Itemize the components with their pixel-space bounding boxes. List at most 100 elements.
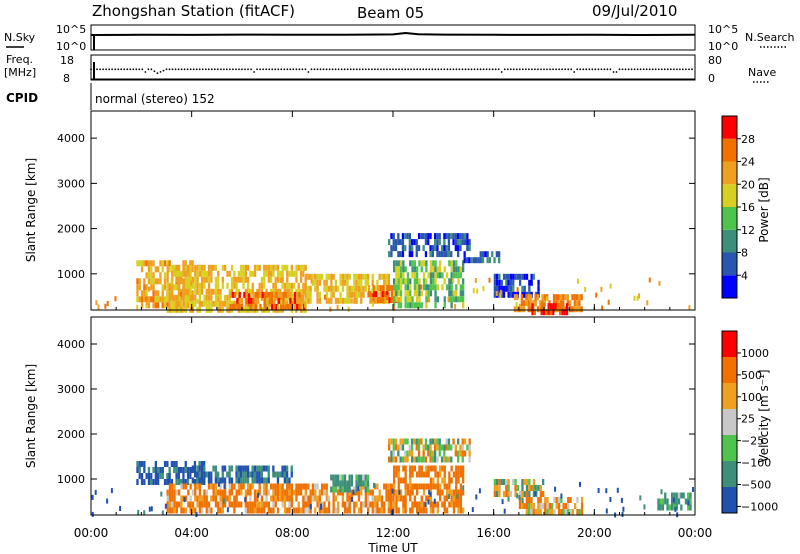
data-cell — [387, 483, 390, 490]
data-cell — [203, 282, 206, 289]
freq-point — [525, 68, 527, 71]
data-cell — [393, 477, 396, 484]
data-cell — [143, 461, 146, 467]
data-cell — [402, 260, 405, 267]
data-cell — [416, 284, 419, 291]
data-cell — [507, 273, 510, 280]
data-cell — [397, 284, 400, 291]
data-cell — [456, 493, 459, 499]
data-cell — [339, 273, 342, 280]
data-cell — [372, 297, 375, 304]
data-cell — [348, 474, 351, 481]
data-cell — [427, 290, 430, 297]
data-cell — [189, 270, 192, 277]
data-cell — [542, 303, 546, 310]
freq-point — [561, 68, 563, 71]
data-cell — [462, 278, 465, 285]
data-cell — [541, 294, 544, 301]
data-cell — [438, 450, 441, 457]
data-cell — [394, 438, 398, 445]
data-cell — [390, 456, 393, 463]
data-cell — [427, 444, 430, 451]
data-cell — [166, 260, 169, 267]
data-cell — [180, 495, 183, 502]
data-cell — [256, 507, 259, 514]
data-cell — [166, 270, 169, 277]
data-cell — [475, 494, 478, 500]
data-cell — [217, 288, 220, 295]
data-cell — [304, 501, 308, 508]
data-cell — [210, 294, 213, 301]
data-cell — [304, 264, 307, 271]
data-cell — [417, 450, 421, 457]
data-cell — [184, 479, 187, 485]
data-cell — [228, 477, 231, 484]
data-cell — [161, 296, 164, 303]
data-cell — [321, 501, 324, 508]
data-cell — [217, 481, 220, 487]
data-cell — [578, 300, 581, 307]
data-cell — [399, 251, 402, 258]
data-cell — [436, 438, 439, 445]
freq-point — [371, 68, 373, 71]
data-cell — [307, 285, 310, 292]
data-cell — [397, 251, 400, 258]
data-cell — [198, 294, 201, 301]
data-cell — [323, 507, 326, 514]
data-cell — [187, 501, 190, 508]
data-cell — [224, 501, 227, 508]
data-cell — [420, 495, 423, 502]
data-cell — [372, 301, 374, 307]
freq-point — [621, 68, 624, 71]
data-cell — [495, 251, 498, 258]
data-cell — [276, 471, 280, 478]
data-cell — [235, 495, 238, 502]
data-cell — [416, 507, 419, 514]
data-cell — [547, 303, 550, 310]
data-cell — [420, 507, 423, 514]
data-cell — [553, 509, 556, 515]
data-cell — [406, 456, 409, 463]
data-cell — [224, 264, 227, 271]
data-cell — [309, 297, 312, 304]
data-cell — [157, 479, 160, 485]
data-cell — [171, 264, 174, 271]
freq-point — [313, 68, 316, 71]
data-cell — [373, 507, 377, 514]
data-cell — [330, 285, 333, 292]
data-cell — [468, 450, 471, 457]
data-cell — [404, 450, 407, 457]
data-cell — [175, 479, 178, 485]
y-tick-label: 3000 — [57, 383, 85, 396]
freq-point — [567, 68, 570, 71]
cpid-label: CPID — [6, 91, 38, 105]
data-cell — [152, 278, 155, 285]
data-cell — [687, 492, 690, 499]
data-cell — [434, 290, 437, 297]
data-cell — [337, 489, 340, 496]
data-cell — [457, 456, 460, 463]
freq-point — [458, 68, 461, 71]
data-cell — [214, 465, 217, 472]
data-cell — [378, 273, 381, 280]
data-cell — [448, 278, 451, 285]
freq-point — [298, 68, 301, 71]
data-cell — [347, 306, 350, 312]
data-cell — [436, 284, 439, 291]
data-cell — [486, 257, 489, 264]
data-cell — [509, 279, 513, 286]
data-cell — [170, 461, 174, 467]
data-cell — [157, 473, 160, 479]
data-cell — [397, 297, 400, 304]
data-cell — [457, 245, 460, 252]
data-cell — [325, 507, 328, 514]
data-cell — [498, 251, 501, 258]
data-cell — [346, 507, 349, 514]
data-cell — [286, 264, 289, 271]
cpid-value: normal (stereo) 152 — [95, 92, 215, 106]
data-cell — [450, 444, 453, 451]
data-cell — [170, 279, 173, 285]
data-cell — [210, 288, 213, 295]
data-cell — [168, 266, 171, 273]
data-cell — [250, 297, 253, 304]
